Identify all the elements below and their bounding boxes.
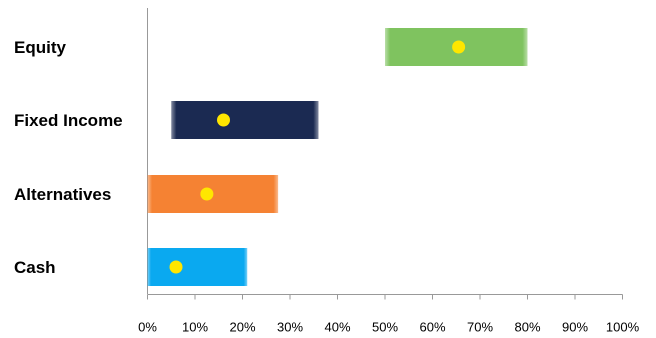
marker-point-cash bbox=[169, 260, 183, 274]
range-bar-cash bbox=[147, 248, 248, 286]
x-axis-ticks bbox=[147, 294, 623, 300]
x-tick-label: 50% bbox=[372, 320, 398, 335]
marker-point-fixed-income bbox=[217, 113, 230, 127]
x-tick-label: 100% bbox=[606, 320, 640, 335]
x-tick-label: 10% bbox=[182, 320, 208, 335]
x-tick-label: 80% bbox=[514, 320, 540, 335]
x-tick-label: 30% bbox=[277, 320, 303, 335]
y-axis-category-labels: Equity Fixed Income Alternatives Cash bbox=[14, 38, 123, 277]
range-bar-fixed-income bbox=[171, 101, 319, 139]
category-label-cash: Cash bbox=[14, 258, 56, 277]
x-axis-tick-labels: 0% 10% 20% 30% 40% 50% 60% 70% 80% 90% 100% bbox=[138, 320, 639, 335]
range-bars bbox=[147, 28, 528, 286]
x-tick-label: 20% bbox=[229, 320, 255, 335]
x-tick-label: 90% bbox=[562, 320, 588, 335]
value-markers bbox=[169, 40, 466, 274]
x-tick-label: 40% bbox=[324, 320, 350, 335]
category-label-equity: Equity bbox=[14, 38, 66, 57]
category-label-fixed-income: Fixed Income bbox=[14, 111, 123, 130]
x-tick-label: 70% bbox=[467, 320, 493, 335]
marker-point-alternatives bbox=[200, 187, 214, 201]
category-label-alternatives: Alternatives bbox=[14, 185, 111, 204]
marker-point-equity bbox=[452, 40, 466, 54]
x-tick-label: 0% bbox=[138, 320, 157, 335]
x-tick-label: 60% bbox=[419, 320, 445, 335]
